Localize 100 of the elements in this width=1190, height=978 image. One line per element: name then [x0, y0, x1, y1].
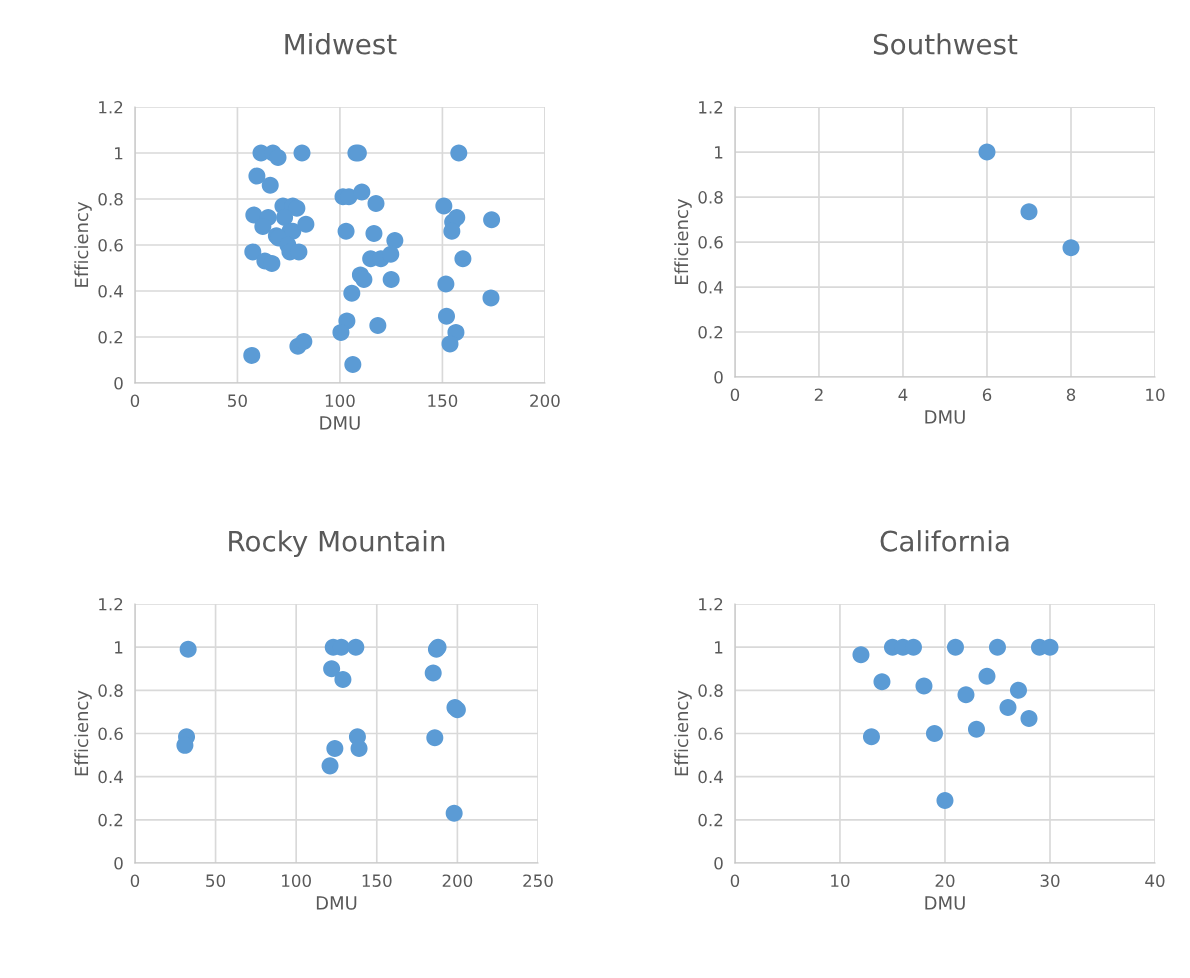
- point: [248, 167, 266, 185]
- point: [936, 791, 954, 809]
- point: [367, 195, 385, 213]
- x-tick-label: 0: [130, 874, 140, 887]
- point: [355, 270, 373, 288]
- point: [946, 638, 964, 656]
- x-tick-label: 0: [130, 394, 140, 407]
- y-tick-label: 0.4: [98, 284, 123, 298]
- point: [295, 333, 313, 351]
- point: [386, 231, 404, 249]
- x-axis-title: DMU: [925, 410, 965, 424]
- y-tick-label: 1: [115, 147, 123, 160]
- y-tick-label: 0.6: [98, 727, 123, 741]
- x-tick-label: 0: [730, 874, 740, 887]
- point: [424, 664, 442, 682]
- point: [448, 208, 466, 226]
- point: [426, 729, 444, 747]
- point: [332, 323, 350, 341]
- x-axis-title: DMU: [925, 896, 965, 910]
- point: [321, 757, 339, 775]
- point: [925, 724, 943, 743]
- x-tick-label: 10: [831, 874, 850, 887]
- y-tick-label: 0.4: [98, 770, 123, 784]
- point: [915, 677, 933, 695]
- x-axis-title: DMU: [320, 416, 360, 430]
- y-tick-label: 0.8: [698, 684, 723, 697]
- point: [261, 176, 279, 194]
- point: [441, 335, 459, 353]
- x-tick-label: 150: [362, 874, 392, 887]
- point: [438, 307, 456, 325]
- y-tick-label: 0.4: [698, 281, 723, 294]
- point: [243, 346, 261, 364]
- y-tick-label: 1.2: [699, 101, 723, 114]
- chart-title: California: [880, 530, 1009, 552]
- x-tick-label: 2: [814, 388, 823, 401]
- point: [852, 646, 870, 664]
- point: [347, 638, 365, 656]
- chart-title: Southwest: [873, 33, 1018, 55]
- point: [179, 640, 197, 658]
- point: [343, 284, 361, 302]
- x-tick-label: 0: [730, 388, 740, 402]
- y-tick-label: 1.2: [99, 100, 123, 114]
- x-tick-label: 250: [523, 874, 553, 887]
- y-tick-label: 0.6: [98, 238, 123, 252]
- point: [1009, 681, 1027, 699]
- x-tick-label: 8: [1066, 388, 1076, 402]
- point: [382, 270, 400, 288]
- point: [244, 243, 262, 261]
- y-tick-label: 1.2: [99, 597, 123, 611]
- x-tick-label: 200: [530, 394, 560, 407]
- point: [365, 224, 383, 242]
- point: [454, 250, 472, 268]
- point: [445, 804, 463, 822]
- point: [1062, 239, 1080, 257]
- point: [263, 254, 281, 272]
- point: [1020, 203, 1038, 221]
- y-tick-label: 1.2: [699, 597, 723, 611]
- point: [988, 638, 1006, 656]
- x-tick-label: 30: [1040, 874, 1060, 887]
- y-axis-title: Efficiency: [674, 198, 692, 284]
- point: [873, 673, 891, 691]
- point: [337, 222, 355, 240]
- point: [483, 211, 501, 229]
- point: [334, 671, 352, 689]
- y-tick-label: 0.2: [698, 325, 723, 339]
- y-tick-label: 1: [715, 146, 723, 159]
- x-tick-label: 4: [898, 388, 908, 401]
- point: [862, 728, 880, 746]
- y-tick-label: 0.6: [698, 727, 723, 741]
- y-tick-label: 0.2: [698, 813, 723, 827]
- y-tick-label: 0.8: [98, 192, 123, 206]
- point: [369, 316, 387, 334]
- point: [437, 275, 455, 293]
- x-tick-label: 20: [935, 874, 955, 887]
- y-tick-label: 0.8: [698, 191, 723, 204]
- chart-title: Midwest: [285, 33, 397, 55]
- y-tick-label: 0.6: [698, 236, 723, 249]
- point: [344, 356, 362, 374]
- x-tick-label: 200: [442, 874, 473, 887]
- point: [382, 245, 400, 263]
- y-axis-title: Efficiency: [74, 201, 92, 287]
- point: [435, 197, 453, 215]
- point: [353, 183, 371, 201]
- y-tick-label: 0: [114, 856, 123, 870]
- point: [326, 740, 344, 758]
- point: [350, 740, 368, 758]
- point: [1020, 709, 1038, 727]
- x-tick-label: 100: [325, 394, 355, 407]
- y-axis-title: Efficiency: [74, 690, 92, 776]
- point: [978, 667, 996, 685]
- point: [269, 149, 287, 167]
- point: [957, 686, 975, 704]
- x-tick-label: 6: [982, 388, 992, 402]
- y-tick-label: 0.4: [698, 770, 723, 784]
- y-tick-label: 0.2: [98, 813, 123, 827]
- point: [999, 699, 1017, 717]
- x-axis-title: DMU: [316, 896, 357, 910]
- point: [297, 215, 315, 233]
- y-tick-label: 1: [715, 641, 723, 654]
- point: [978, 143, 996, 161]
